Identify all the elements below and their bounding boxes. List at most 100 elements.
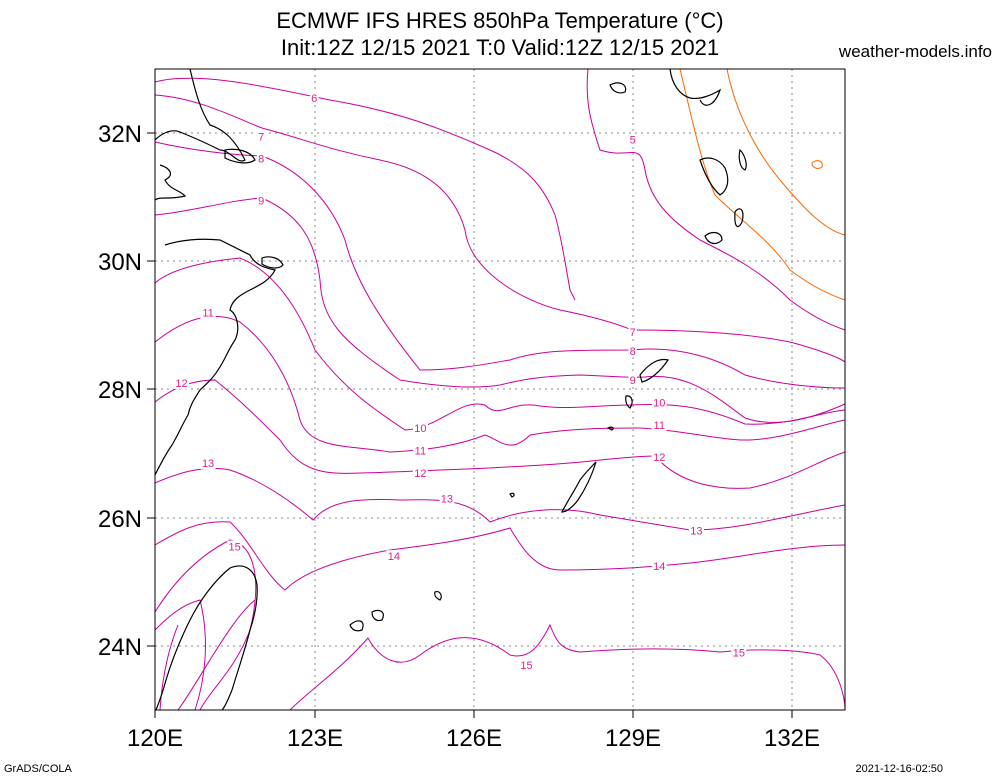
- contour-label: 14: [653, 561, 665, 573]
- contour-label-bg: [412, 444, 428, 457]
- chart-title: ECMWF IFS HRES 850hPa Temperature (°C): [276, 8, 724, 33]
- contour-15b: [289, 623, 846, 711]
- contour-13: [154, 467, 846, 531]
- contour-label-bg: [651, 450, 667, 463]
- okinoerabu: [606, 426, 614, 431]
- contour-label-bg: [256, 194, 266, 207]
- amami: [639, 358, 669, 383]
- x-tick-126E: 126E: [446, 725, 502, 752]
- kume: [509, 492, 515, 498]
- contour-label: 12: [414, 468, 426, 480]
- contour-label: 9: [630, 375, 636, 387]
- contour-5: [586, 68, 846, 331]
- ishigaki: [349, 609, 384, 632]
- contour-8: [154, 141, 846, 389]
- contour-label: 11: [654, 420, 665, 432]
- contour-label-bg: [412, 466, 428, 479]
- contour-label: 12: [653, 452, 665, 464]
- contour-label: 14: [388, 551, 400, 563]
- x-tick-120E: 120E: [127, 725, 183, 752]
- x-tick-labels: 120E 123E 126E 129E 132E: [127, 725, 820, 752]
- contour-9: [154, 197, 846, 423]
- contour-label-bg: [309, 91, 319, 104]
- contour-10: [154, 257, 846, 431]
- contour-label-bg: [200, 457, 216, 470]
- contour-label-bg: [439, 492, 455, 505]
- contour-label: 15: [520, 660, 532, 672]
- contour-label-bg: [688, 524, 704, 537]
- contour-16: [154, 599, 206, 711]
- contour-4: [679, 68, 846, 301]
- contour-label-bg: [628, 373, 637, 386]
- contour-label: 10: [653, 397, 665, 409]
- contour-label-bg: [519, 659, 535, 672]
- contour-label-bg: [386, 550, 402, 563]
- contour-label: 7: [258, 131, 264, 143]
- contour-label: 11: [202, 308, 213, 320]
- footer-timestamp: 2021-12-16-02:50: [855, 763, 943, 775]
- y-tick-32N: 32N: [98, 121, 142, 148]
- contour-label: 8: [630, 346, 636, 358]
- zhoushan: [261, 256, 284, 269]
- contour-label-bg: [174, 377, 190, 390]
- contour-label-bg: [628, 345, 637, 358]
- shanghai-island: [224, 148, 256, 164]
- contour-11: [154, 315, 846, 453]
- contour-14a: [154, 521, 846, 591]
- x-tick-129E: 129E: [605, 725, 661, 752]
- contour-label-bg: [731, 646, 747, 659]
- contour-label-bg: [651, 559, 667, 572]
- contour-label: 11: [415, 445, 426, 457]
- y-tick-24N: 24N: [98, 634, 142, 661]
- y-tick-26N: 26N: [98, 506, 142, 533]
- chart-subtitle: Init:12Z 12/15 2021 T:0 Valid:12Z 12/15 …: [280, 35, 720, 60]
- contour-14b: [177, 599, 256, 711]
- contour-label-bg: [628, 133, 637, 146]
- kyushu: [609, 68, 747, 196]
- contour-label: 13: [441, 493, 453, 505]
- contour-label: 5: [630, 135, 636, 147]
- contour-label: 15: [228, 542, 240, 554]
- axis-ticks: [147, 132, 793, 718]
- contour-label-bg: [227, 540, 243, 553]
- contour-label: 15: [733, 647, 745, 659]
- china-coast: [154, 68, 276, 476]
- y-tick-labels: 32N 30N 28N 26N 24N: [98, 121, 142, 661]
- contour-label: 9: [258, 195, 264, 207]
- credit-text: weather-models.info: [838, 42, 992, 61]
- contour-3: [726, 68, 846, 236]
- contour-12: [154, 379, 846, 489]
- contour-label: 13: [202, 458, 214, 470]
- contour-label: 10: [414, 423, 426, 435]
- contour-label: 6: [311, 93, 317, 105]
- contour-6: [154, 77, 576, 301]
- yakushima: [704, 231, 723, 245]
- footer-software: GrADS/COLA: [4, 763, 72, 775]
- tokunoshima: [625, 395, 633, 409]
- x-tick-132E: 132E: [764, 725, 820, 752]
- y-tick-30N: 30N: [98, 249, 142, 276]
- x-tick-123E: 123E: [287, 725, 343, 752]
- warm-contours: [679, 68, 846, 301]
- contour-label-bg: [256, 152, 266, 165]
- coastlines: [154, 68, 747, 711]
- contour-labels: 6 7 8 9 11 12 13 15 14 13 12 11 10 7 8 9 10 11 12 13 14 15 15 5: [174, 91, 747, 672]
- taiwan: [155, 565, 258, 711]
- contour-label-bg: [651, 418, 667, 431]
- miyako: [434, 591, 442, 601]
- contour-label: 8: [258, 154, 264, 166]
- contour-label: 7: [630, 327, 636, 339]
- contour-label-bg: [651, 396, 667, 409]
- contour-label: 12: [175, 378, 187, 390]
- contour-label-bg: [200, 306, 216, 319]
- contour-closed: [811, 160, 823, 169]
- contour-7a: [154, 94, 846, 363]
- contour-label-bg: [628, 325, 637, 338]
- grid-lines: [155, 69, 845, 710]
- contour-label: 13: [690, 526, 702, 538]
- tanegashima: [734, 208, 744, 228]
- contour-label-bg: [412, 421, 428, 434]
- okinawa: [561, 461, 597, 513]
- contour-17: [159, 624, 179, 711]
